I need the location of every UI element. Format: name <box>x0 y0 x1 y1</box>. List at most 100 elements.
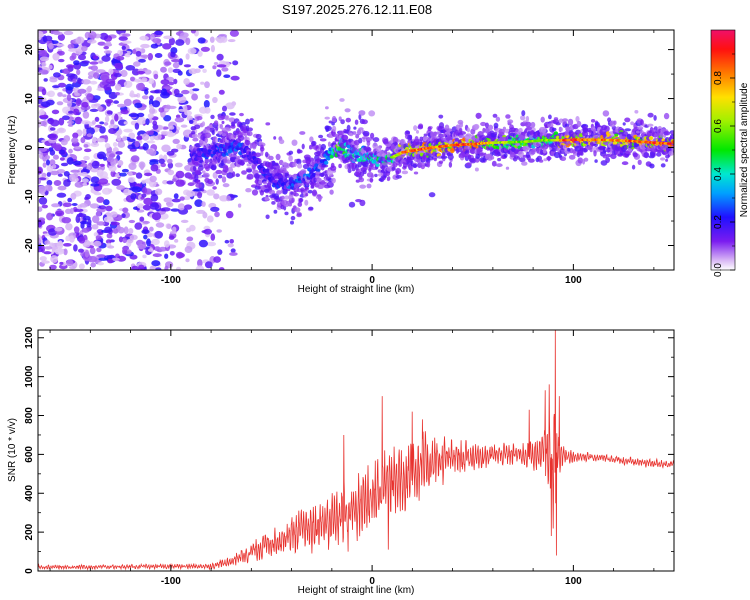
heatmap-cell <box>122 135 128 141</box>
heatmap-cell <box>187 47 197 55</box>
heatmap-cell <box>115 151 123 155</box>
heatmap-cell <box>108 128 117 134</box>
heatmap-cell <box>163 197 173 203</box>
heatmap-cell <box>273 163 280 171</box>
heatmap-cell <box>116 56 125 61</box>
heatmap-cell <box>656 152 662 157</box>
heatmap-cell <box>338 163 342 169</box>
heatmap-cell <box>567 118 574 126</box>
heatmap-cell <box>106 233 113 239</box>
heatmap-cell <box>210 165 217 171</box>
heatmap-cell <box>507 119 514 124</box>
heatmap-cell <box>196 179 201 185</box>
heatmap-cell <box>62 68 71 74</box>
heatmap-cell <box>175 170 185 179</box>
heatmap-cell <box>73 226 80 234</box>
heatmap-cell <box>122 207 129 213</box>
heatmap-cell <box>525 115 530 122</box>
heatmap-cell <box>212 65 217 70</box>
heatmap-cell <box>318 134 324 139</box>
heatmap-cell <box>71 203 78 206</box>
heatmap-cell <box>39 256 47 262</box>
heatmap-cell <box>187 182 195 187</box>
heatmap-cell <box>540 116 545 123</box>
heatmap-cell <box>296 158 302 165</box>
heatmap-cell <box>76 213 87 218</box>
heatmap-cell <box>141 179 147 184</box>
heatmap-cell <box>216 53 224 61</box>
heatmap-cell <box>167 158 173 164</box>
heatmap-cell <box>108 124 118 130</box>
heatmap-cell <box>621 161 629 166</box>
heatmap-cell <box>74 146 81 150</box>
heatmap-cell <box>137 244 147 250</box>
heatmap-cell <box>74 92 81 97</box>
heatmap-cell <box>259 146 265 152</box>
heatmap-cell <box>358 110 366 116</box>
heatmap-cell <box>203 228 212 235</box>
heatmap-cell <box>362 169 367 175</box>
heatmap-cell <box>81 45 88 52</box>
heatmap-cell <box>322 171 328 176</box>
heatmap-cell <box>309 136 314 143</box>
heatmap-cell <box>541 126 547 134</box>
heatmap-cell <box>91 160 100 169</box>
heatmap-cell <box>212 96 218 104</box>
heatmap-cell <box>160 91 170 99</box>
heatmap-cell <box>213 62 219 65</box>
heatmap-cell <box>161 144 171 153</box>
colorbar-gradient <box>710 29 736 271</box>
heatmap-cell <box>520 115 526 121</box>
heatmap-cell <box>128 113 139 118</box>
heatmap-cell <box>39 56 50 62</box>
heatmap-cell <box>38 178 41 184</box>
heatmap-cell <box>148 78 155 85</box>
heatmap-cell <box>283 203 289 207</box>
heatmap-cell <box>114 62 123 69</box>
heatmap-cell <box>98 205 107 210</box>
y-tick-label: -20 <box>24 238 35 253</box>
heatmap-cell <box>438 160 444 164</box>
heatmap-cell <box>93 103 101 107</box>
heatmap-cell <box>194 174 199 181</box>
heatmap-cell <box>206 215 214 223</box>
heatmap-cell <box>67 120 75 124</box>
heatmap-cell <box>541 144 549 150</box>
heatmap-cell <box>68 48 78 52</box>
heatmap-cell <box>386 177 390 182</box>
heatmap-cell <box>216 229 222 233</box>
heatmap-cell <box>314 151 321 157</box>
heatmap-cell <box>305 182 310 187</box>
heatmap-cell <box>183 196 191 201</box>
heatmap-cell <box>99 32 109 40</box>
heatmap-cell <box>144 89 149 95</box>
heatmap-cell <box>165 104 171 110</box>
heatmap-cell <box>54 227 63 232</box>
heatmap-cell <box>38 237 41 245</box>
heatmap-cell <box>44 155 51 160</box>
heatmap-cell <box>127 176 136 183</box>
snr-ylabel: SNR (10 * v/v) <box>7 418 18 482</box>
heatmap-cell <box>62 94 67 98</box>
heatmap-cell <box>229 252 238 256</box>
heatmap-cell <box>221 133 226 137</box>
heatmap-cell <box>149 175 157 183</box>
heatmap-cell <box>38 69 49 75</box>
heatmap-cell <box>183 64 191 68</box>
heatmap-cell <box>643 152 650 159</box>
heatmap-cell <box>631 164 636 170</box>
heatmap-cell <box>219 139 224 144</box>
heatmap-cell <box>107 245 115 249</box>
heatmap-cell <box>53 180 62 186</box>
heatmap-cell <box>175 39 185 46</box>
heatmap-cell <box>60 139 68 146</box>
heatmap-cell <box>489 146 493 152</box>
heatmap-cell <box>259 190 264 196</box>
heatmap-cell <box>44 184 53 192</box>
heatmap-cell <box>39 120 47 127</box>
heatmap-cell <box>622 122 626 126</box>
heatmap-cell <box>593 128 597 135</box>
heatmap-cell <box>469 148 476 154</box>
